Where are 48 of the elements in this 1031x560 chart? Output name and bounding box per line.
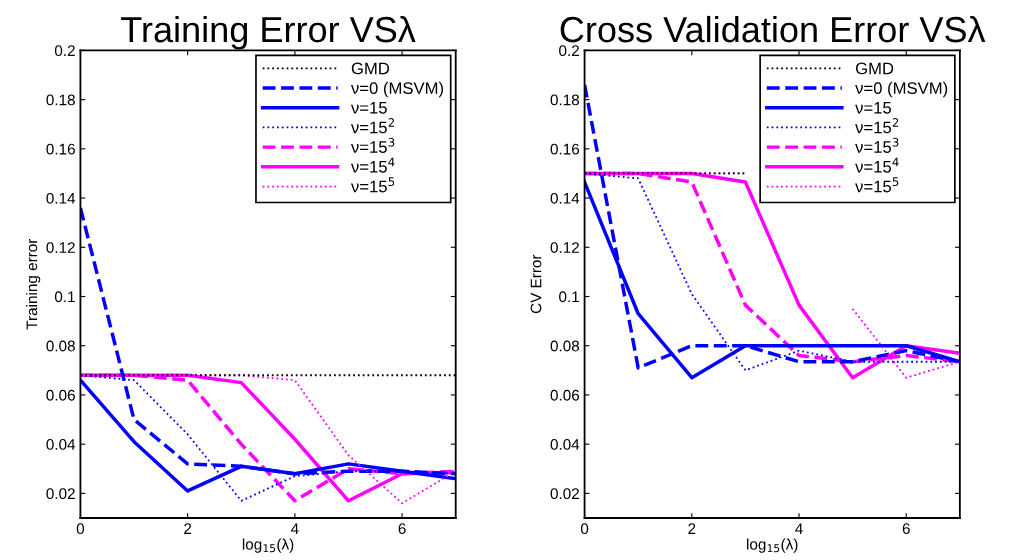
y-tick-label: 0.16 <box>46 143 75 155</box>
y-tick-label: 0.14 <box>46 192 76 204</box>
legend-label: GMD <box>855 62 894 75</box>
legend-label: ν=15 <box>350 102 387 114</box>
x-tick-label: 0 <box>76 523 85 535</box>
y-tick-label: 0.04 <box>46 439 76 450</box>
x-tick-label: 6 <box>902 523 910 535</box>
x-tick-label: 2 <box>184 523 192 534</box>
y-tick-label: 0.12 <box>46 242 75 253</box>
y-axis-title: CV Error <box>530 254 542 314</box>
legend-label: ν=15$^{2}$ <box>855 118 899 134</box>
y-tick-label: 0.06 <box>46 389 75 401</box>
x-axis-title: log$_{15}$(λ) <box>242 538 294 553</box>
chart-title: Training Error VSλ <box>121 15 416 50</box>
x-tick-label: 4 <box>290 523 299 534</box>
x-tick-label: 4 <box>795 523 803 534</box>
legend-label: ν=15$^{4}$ <box>855 157 899 173</box>
y-tick-label: 0.08 <box>550 340 580 352</box>
y-tick-label: 0.2 <box>54 45 75 57</box>
x-axis-title: log$_{15}$(λ) <box>747 538 798 553</box>
legend-label: ν=15$^{5}$ <box>350 177 395 193</box>
legend-label: ν=0 (MSVM) <box>855 81 948 98</box>
legend-label: ν=15$^{4}$ <box>350 157 395 173</box>
y-tick-label: 0.1 <box>559 291 579 303</box>
y-axis-title: Training error <box>26 238 41 330</box>
legend-label: GMD <box>351 62 390 75</box>
y-tick-label: 0.06 <box>550 389 580 401</box>
y-tick-label: 0.18 <box>46 94 75 106</box>
y-tick-label: 0.1 <box>54 291 75 303</box>
chart-title: Cross Validation Error VSλ <box>560 15 986 43</box>
y-tick-label: 0.16 <box>550 143 580 155</box>
legend-label: ν=15 <box>855 102 892 114</box>
legend-label: ν=15$^{5}$ <box>855 177 899 193</box>
y-tick-label: 0.14 <box>550 192 580 204</box>
legend-label: ν=15$^{3}$ <box>350 137 395 153</box>
legend-label: ν=15$^{3}$ <box>855 137 899 153</box>
legend-label: ν=0 (MSVM) <box>350 81 443 98</box>
y-tick-label: 0.12 <box>550 242 579 253</box>
y-tick-label: 0.02 <box>46 488 75 500</box>
y-tick-label: 0.02 <box>550 488 579 500</box>
x-tick-label: 2 <box>688 523 696 534</box>
x-tick-label: 6 <box>398 523 406 535</box>
y-tick-label: 0.2 <box>559 45 579 57</box>
y-tick-label: 0.08 <box>46 340 75 352</box>
legend-label: ν=15$^{2}$ <box>350 118 394 134</box>
x-tick-label: 0 <box>580 523 589 535</box>
y-tick-label: 0.18 <box>550 94 580 106</box>
y-tick-label: 0.04 <box>550 439 580 450</box>
